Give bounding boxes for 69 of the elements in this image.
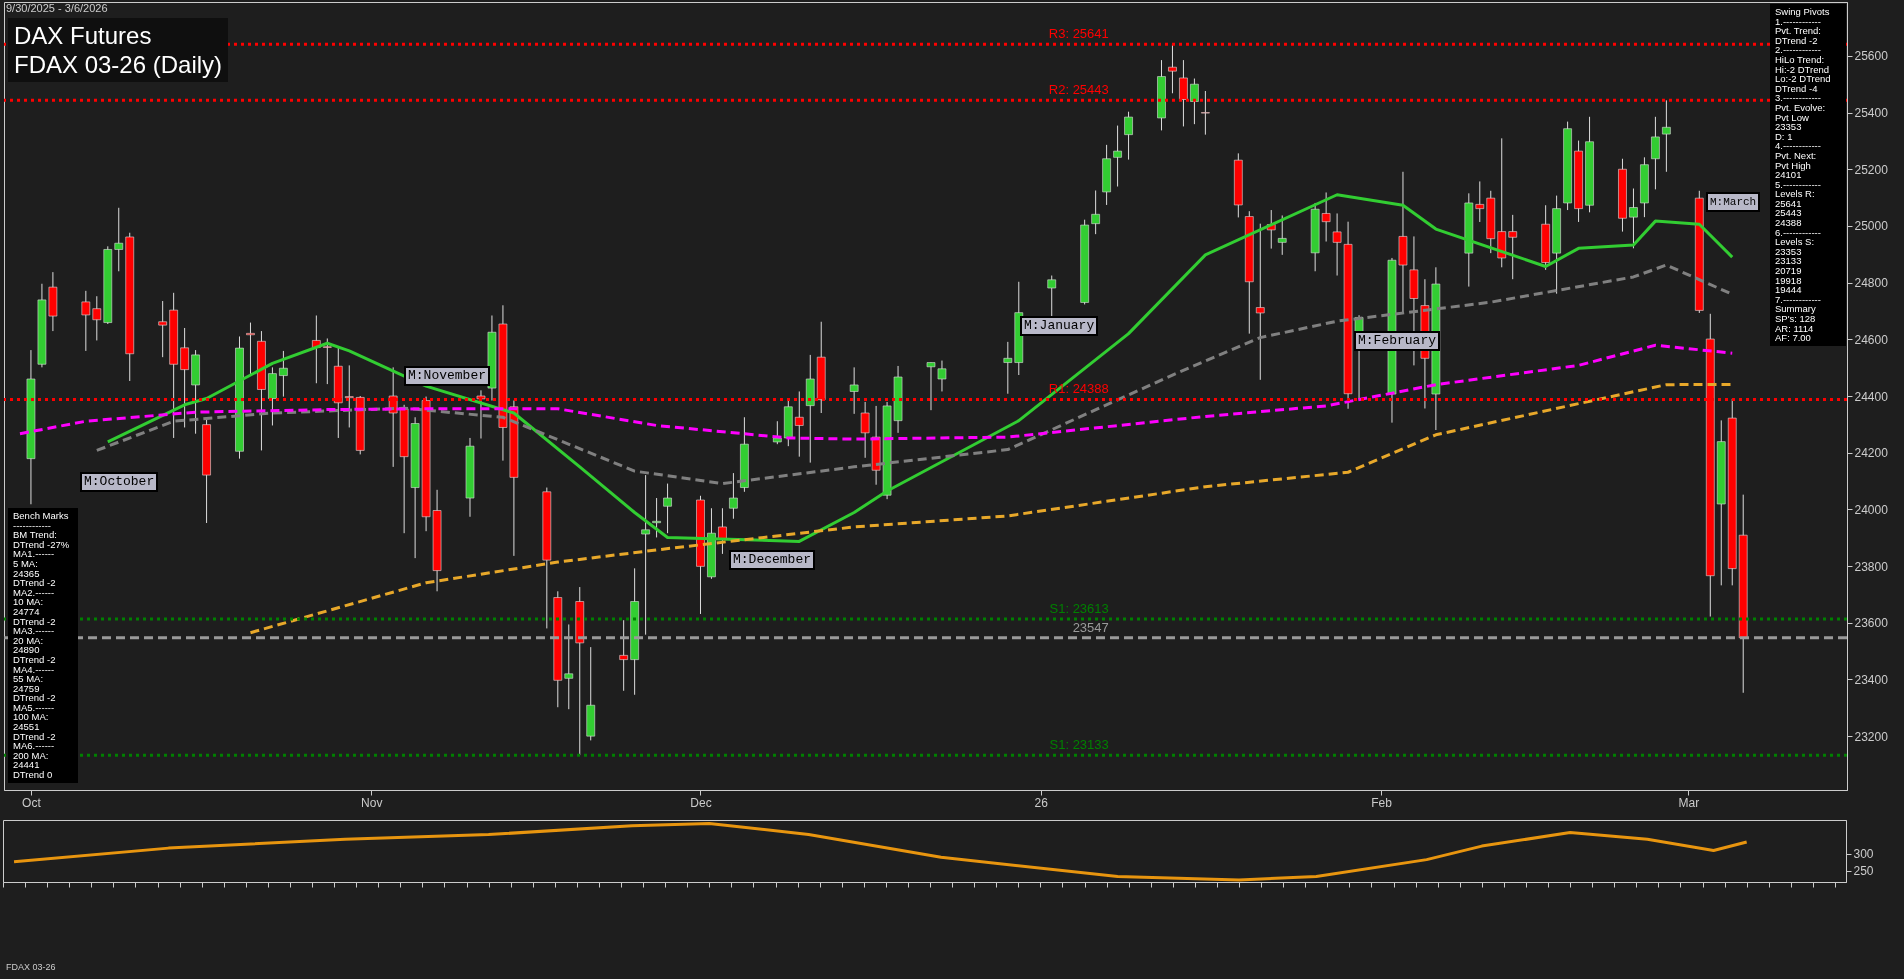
x-tick-label: Oct [22,795,42,810]
candlestick [1651,116,1660,190]
candlestick [773,420,782,445]
candlestick [1662,99,1671,173]
candlestick [937,360,947,392]
candlestick [663,483,672,534]
candlestick [1508,214,1518,280]
candlestick [1047,275,1057,318]
annotation: M:November [404,366,491,386]
x-tick-label: Feb [1371,795,1393,810]
text: FDAX 03-26 [6,962,56,972]
y-tick-label: 24600 [1854,332,1889,347]
candlestick [1255,223,1265,381]
x-tick-label: Nov [361,795,383,810]
candlestick [652,497,661,538]
x-tick-label: Mar [1678,795,1700,810]
candlestick [158,300,167,358]
candlestick [1190,78,1199,125]
candlestick [1091,190,1100,235]
ref-line-label: S1: 23613 [1049,601,1109,617]
line-series [12,821,1749,882]
candlestick [114,207,124,272]
text-panel: Swing Pivots 1.------------ Pvt. Trend: DTrend -2 2.------------ HiLo Trend: Hi:-2 DTrend Lo:-2 DTrend DTrend -4 3.------------ Pvt. Evolve: Pvt Low 23353 D: 1 4.------------ Pvt. Next: Pvt High 24101 5.------------ Levels R: 25641 25443 24388 6.------------ Levels S: 23353 23133 20719 19918 19444 7.------------ Summary SP's: 128 AR: 1114 AF: 7.00 [1770,4,1846,346]
candlestick [729,472,738,520]
candlestick [1003,341,1013,395]
candlestick [619,619,628,692]
ref-line-label: R2: 25443 [1048,82,1109,98]
candlestick [564,623,574,710]
x-tick-label: 26 [1034,795,1049,810]
text-panel: Bench Marks ------------ BM Trend: DTrend -27% MA1.------ 5 MA: 24365 DTrend -2 MA2.------ 10 MA: 24774 DTrend -2 MA3.------ 20 MA: 24890 DTrend -2 MA4.------ 55 MA: 24759 DTrend -2 MA5.------ 100 MA: 24551 DTrend -2 MA6.------ 200 MA: 24441 DTrend 0 [8,508,78,783]
y-tick-label: 24400 [1854,389,1889,404]
candlestick [279,350,288,398]
candlestick [926,362,936,411]
y-tick-label: 250 [1853,864,1874,879]
ref-line-label: 23547 [1072,619,1109,635]
y-tick-label: 25200 [1854,162,1889,177]
y-tick-label: 23600 [1854,616,1889,631]
candlestick [1475,180,1485,223]
y-tick-label: 25400 [1854,106,1889,121]
annotation: M:February [1354,331,1441,351]
candlestick [849,366,859,415]
y-tick-label: 25600 [1854,49,1889,64]
annotation: 9/30/2025 - 3/6/2026 [6,2,108,14]
y-tick-label: 24800 [1854,276,1889,291]
y-tick-label: 25000 [1854,219,1889,234]
ref-line-label: R3: 25641 [1048,26,1109,42]
annotation: M:January [1020,316,1099,336]
annotation: M:October [80,472,159,492]
candlestick [1113,125,1122,188]
annotation: M:March [1706,192,1761,212]
y-tick-label: 24200 [1854,446,1889,461]
candlestick [1277,214,1287,256]
y-tick-label: 23200 [1854,729,1889,744]
candlestick [718,507,727,555]
candlestick [92,295,102,341]
candlestick [323,337,332,385]
text: DAX Futures [14,21,153,50]
annotation: M:December [729,550,816,570]
y-tick-label: 23400 [1854,672,1889,687]
y-tick-label: 23800 [1854,559,1889,574]
x-tick-label: Dec [690,795,712,810]
ref-line-label: S1: 23133 [1049,737,1109,753]
line-series [248,382,1734,635]
text: FDAX 03-26 (Daily) [14,50,223,79]
y-tick-label: 24000 [1854,502,1889,517]
candlestick [81,290,91,352]
y-tick-label: 300 [1853,847,1874,862]
candlestick [1124,111,1133,161]
candlestick [1332,212,1342,277]
